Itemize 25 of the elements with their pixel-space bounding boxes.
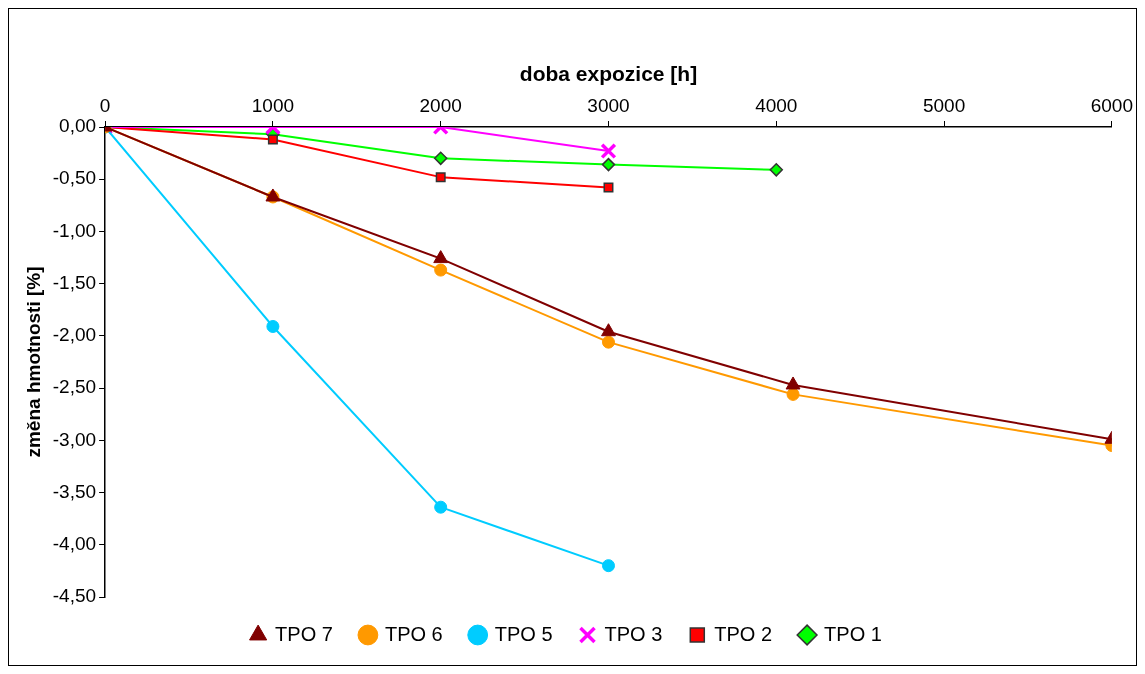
- x-tick-label: 5000: [922, 94, 966, 116]
- y-tick-label: -3,00: [52, 428, 97, 450]
- y-tick-label: -1,50: [52, 271, 97, 293]
- x-tick-label: 2000: [419, 94, 462, 116]
- y-tick-label: -0,50: [52, 167, 97, 189]
- y-tick-label: -2,00: [52, 324, 97, 346]
- x-tick-label: 4000: [755, 94, 798, 116]
- legend-label: TPO 2: [714, 622, 773, 645]
- y-tick-label: -3,50: [52, 480, 97, 502]
- y-tick-label: 0,00: [59, 115, 97, 137]
- legend-label: TPO 3: [604, 622, 663, 645]
- legend-label: TPO 1: [824, 622, 882, 645]
- y-tick-label: -4,50: [52, 585, 97, 607]
- legend-label: TPO 6: [384, 622, 443, 645]
- x-axis-title: doba expozice [h]: [519, 62, 698, 86]
- y-tick-label: -1,00: [52, 219, 97, 241]
- y-tick-label: -2,50: [52, 376, 97, 398]
- legend-label: TPO 7: [275, 622, 333, 645]
- y-axis-title: změna hmotnosti [%]: [22, 266, 44, 458]
- x-tick-label: 0: [99, 94, 111, 116]
- x-tick-label: 1000: [251, 94, 295, 116]
- y-tick-label: -4,00: [52, 533, 97, 555]
- x-tick-label: 6000: [1090, 94, 1134, 116]
- legend-label: TPO 5: [494, 622, 553, 645]
- x-tick-label: 3000: [587, 94, 630, 116]
